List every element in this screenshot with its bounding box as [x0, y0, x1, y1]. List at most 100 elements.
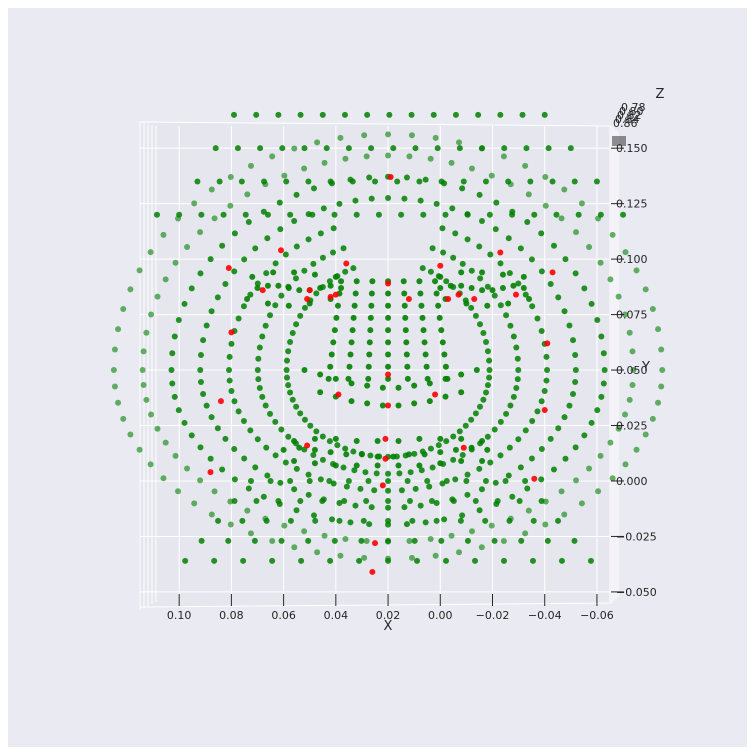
green-point [418, 302, 425, 309]
green-point [252, 464, 259, 471]
green-point [342, 445, 349, 452]
green-point [219, 242, 226, 249]
green-point [572, 270, 579, 277]
green-point [578, 500, 585, 507]
green-point [581, 432, 588, 439]
green-point [368, 145, 375, 152]
green-point [544, 537, 551, 544]
green-point [421, 339, 428, 346]
green-point [428, 497, 435, 504]
green-point [353, 438, 360, 445]
green-point [479, 269, 486, 276]
green-point [438, 327, 445, 334]
green-point [336, 200, 343, 207]
green-point [402, 327, 409, 334]
green-point [649, 306, 656, 313]
green-point [427, 445, 434, 452]
green-point [208, 511, 215, 518]
green-point [259, 333, 266, 340]
green-point [352, 502, 359, 509]
green-point [441, 516, 448, 523]
green-point [301, 267, 308, 274]
green-point [468, 267, 475, 274]
green-point [277, 226, 284, 233]
green-point [287, 338, 294, 345]
green-point [426, 380, 433, 387]
green-point [385, 339, 392, 346]
green-point [433, 517, 440, 524]
green-point [366, 521, 373, 528]
green-point [439, 339, 446, 346]
green-point [442, 363, 449, 370]
green-point [437, 435, 444, 442]
green-point [515, 367, 522, 374]
green-point [547, 435, 554, 442]
green-point [356, 557, 363, 564]
green-point [285, 302, 292, 309]
green-point [326, 477, 333, 484]
green-point [513, 385, 520, 392]
green-point [311, 460, 318, 467]
green-point [488, 522, 495, 529]
red-point [405, 296, 412, 303]
green-point [169, 380, 176, 387]
green-point [450, 254, 457, 261]
y-axis-ticks: 0.150 0.125 0.100 0.075 0.050 0.025 0.000 −0.02… [611, 142, 657, 599]
red-point [385, 402, 392, 409]
green-point [317, 230, 324, 237]
green-point [263, 517, 270, 524]
green-point [597, 259, 604, 266]
green-point [463, 477, 470, 484]
green-point [154, 425, 161, 432]
green-point [358, 537, 365, 544]
green-point [516, 497, 523, 504]
green-point [419, 314, 426, 321]
green-point [293, 507, 300, 514]
green-point [497, 302, 504, 309]
back-pane [139, 121, 611, 608]
green-point [328, 516, 335, 523]
green-point [154, 293, 161, 300]
green-point [269, 153, 276, 160]
green-point [420, 211, 427, 218]
green-point [327, 449, 334, 456]
green-point [139, 367, 146, 374]
green-point [429, 245, 436, 252]
green-point [426, 398, 433, 405]
z-tick-label: 0.86 [613, 117, 638, 130]
green-point [482, 517, 489, 524]
green-point [285, 433, 292, 440]
green-point [120, 415, 127, 422]
green-point [658, 383, 665, 390]
green-point [331, 211, 338, 218]
green-point [255, 355, 262, 362]
green-point [385, 314, 392, 321]
green-point [475, 111, 482, 118]
green-point [365, 375, 372, 382]
green-point [567, 145, 574, 152]
green-point [553, 211, 560, 218]
green-point [450, 433, 457, 440]
green-point [264, 235, 271, 242]
green-point [365, 477, 372, 484]
green-point [443, 557, 450, 564]
green-point [468, 444, 475, 451]
green-point [200, 390, 207, 397]
green-point [231, 476, 238, 483]
green-point [222, 435, 229, 442]
green-point [570, 337, 577, 344]
green-point [272, 418, 279, 425]
green-point [314, 549, 321, 556]
green-point [594, 407, 601, 414]
green-point [231, 230, 238, 237]
green-point [350, 448, 357, 455]
green-point [136, 267, 143, 274]
green-point [261, 178, 268, 185]
green-point [331, 327, 338, 334]
green-point [522, 530, 529, 537]
y-tick-label: 0.050 [616, 364, 648, 377]
green-point [476, 321, 483, 328]
green-point [297, 497, 304, 504]
green-point [310, 512, 317, 519]
green-point [443, 477, 450, 484]
